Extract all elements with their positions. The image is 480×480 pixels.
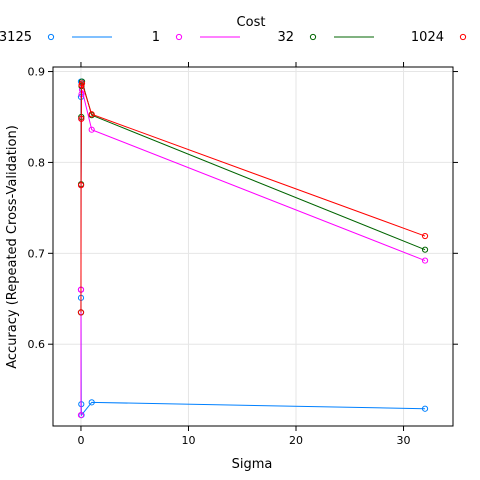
data-point (78, 80, 86, 87)
y-tick-label-2: 0.8 (28, 156, 46, 169)
data-point (77, 182, 85, 189)
series-layer (77, 78, 429, 419)
legend-title: Cost (237, 15, 266, 30)
data-point (421, 232, 429, 240)
legend-marker-1024 (459, 33, 467, 41)
data-point (421, 405, 429, 412)
x-tick-label-0: 0 (77, 434, 84, 447)
legend-label-1024: 1024 (411, 30, 444, 45)
legend-marker-32 (309, 33, 317, 41)
x-tick-label-1: 10 (181, 434, 195, 447)
legend-marker-1 (175, 33, 183, 41)
series-32 (77, 78, 429, 316)
data-point (88, 111, 95, 118)
data-point (77, 411, 85, 419)
data-point (77, 309, 85, 316)
grid (53, 67, 453, 426)
data-point (88, 399, 95, 406)
data-point (421, 257, 429, 264)
x-axis-title: Sigma (232, 457, 273, 472)
axis-ticks: 0 10 20 30 0.6 0.7 0.8 0.9 (28, 62, 458, 447)
series-1024 (77, 80, 429, 316)
data-point (421, 246, 429, 253)
legend-label-1: 1 (152, 30, 160, 45)
data-point (88, 126, 95, 133)
series-1 (77, 86, 429, 419)
series-line-32 (80, 81, 426, 313)
legend-label-0.03125: 3125 (0, 30, 32, 45)
series-line-1024 (80, 81, 426, 313)
y-tick-label-0: 0.6 (28, 338, 46, 351)
legend: Cost 3125 1 32 1024 (0, 15, 467, 45)
data-point (78, 115, 85, 122)
y-tick-label-1: 0.7 (28, 247, 46, 260)
x-tick-label-3: 30 (397, 434, 411, 447)
x-tick-label-2: 20 (289, 434, 303, 447)
legend-marker-0.03125 (47, 33, 55, 41)
y-axis-title: Accuracy (Repeated Cross-Validation) (5, 125, 20, 369)
series-0.03125 (77, 78, 429, 419)
series-line-1 (80, 89, 426, 416)
plot-frame (52, 66, 454, 427)
legend-label-32: 32 (277, 30, 294, 45)
y-tick-label-3: 0.9 (28, 66, 46, 79)
